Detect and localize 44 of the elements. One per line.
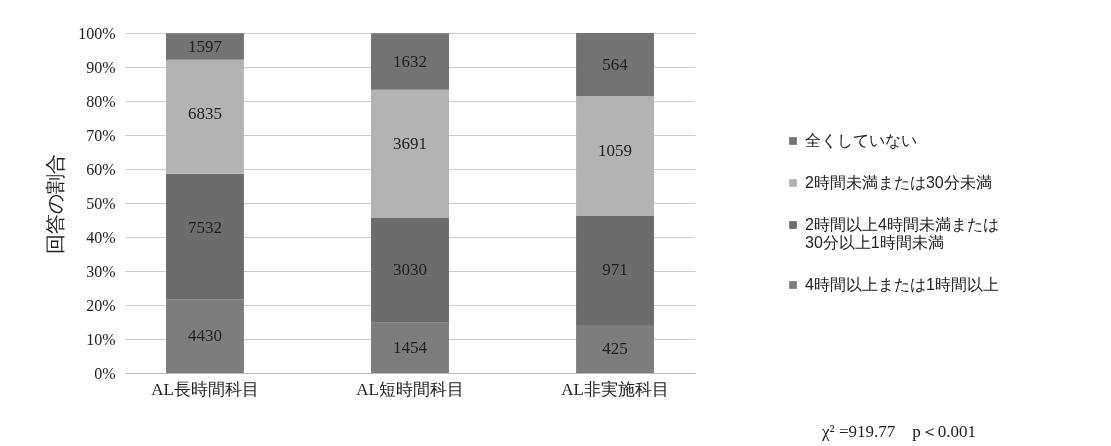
bar [166, 299, 244, 373]
annotation: 1454 [393, 337, 428, 357]
annotation: 4430 [187, 326, 222, 346]
y-tick-label: 100% [78, 24, 116, 42]
annotation: 3030 [393, 260, 427, 280]
bar [166, 33, 244, 60]
annotation: 1597 [187, 36, 223, 56]
bar [166, 173, 244, 300]
legend-label: 全くしていない [805, 132, 917, 149]
x-tick-label: AL長時間科目 [151, 379, 259, 399]
x-tick-label: AL短時間科目 [356, 379, 464, 399]
annotation: 6835 [187, 104, 222, 124]
bar [576, 215, 654, 326]
annotation: 1059 [598, 140, 633, 160]
annotation: 7532 [187, 218, 222, 238]
y-tick-label: 70% [86, 126, 116, 144]
legend-label: 2時間以上4時間未満または30分以上1時間未満 [805, 216, 999, 251]
y-tick-label: 0% [94, 364, 116, 382]
bar [371, 89, 449, 218]
bar [576, 33, 654, 97]
text: χ² =919.77 p＜0.001 [822, 421, 976, 443]
y-tick-label: 60% [86, 160, 116, 178]
y-axis-title: 回答の割合 [43, 153, 68, 254]
bar [166, 59, 244, 174]
bar [371, 322, 449, 373]
y-tick-label: 40% [86, 228, 116, 246]
bar [576, 325, 654, 373]
annotation: 564 [602, 54, 629, 74]
bar [371, 217, 449, 323]
legend-label: 4時間以上または1時間以上 [805, 276, 999, 293]
annotation: 3691 [393, 134, 427, 154]
annotation: 425 [602, 339, 628, 359]
annotation: 971 [602, 259, 628, 279]
y-tick-label: 20% [86, 296, 116, 314]
bar [576, 96, 654, 216]
bar [371, 33, 449, 90]
legend-label: 2時間未満または30分未満 [805, 174, 992, 191]
x-tick-label: AL非実施科目 [561, 379, 669, 399]
y-tick-label: 50% [86, 194, 116, 212]
y-tick-label: 90% [86, 58, 116, 76]
y-tick-label: 10% [86, 330, 116, 348]
y-tick-label: 30% [86, 262, 116, 280]
y-tick-label: 80% [86, 92, 116, 110]
annotation: 1632 [393, 51, 427, 71]
